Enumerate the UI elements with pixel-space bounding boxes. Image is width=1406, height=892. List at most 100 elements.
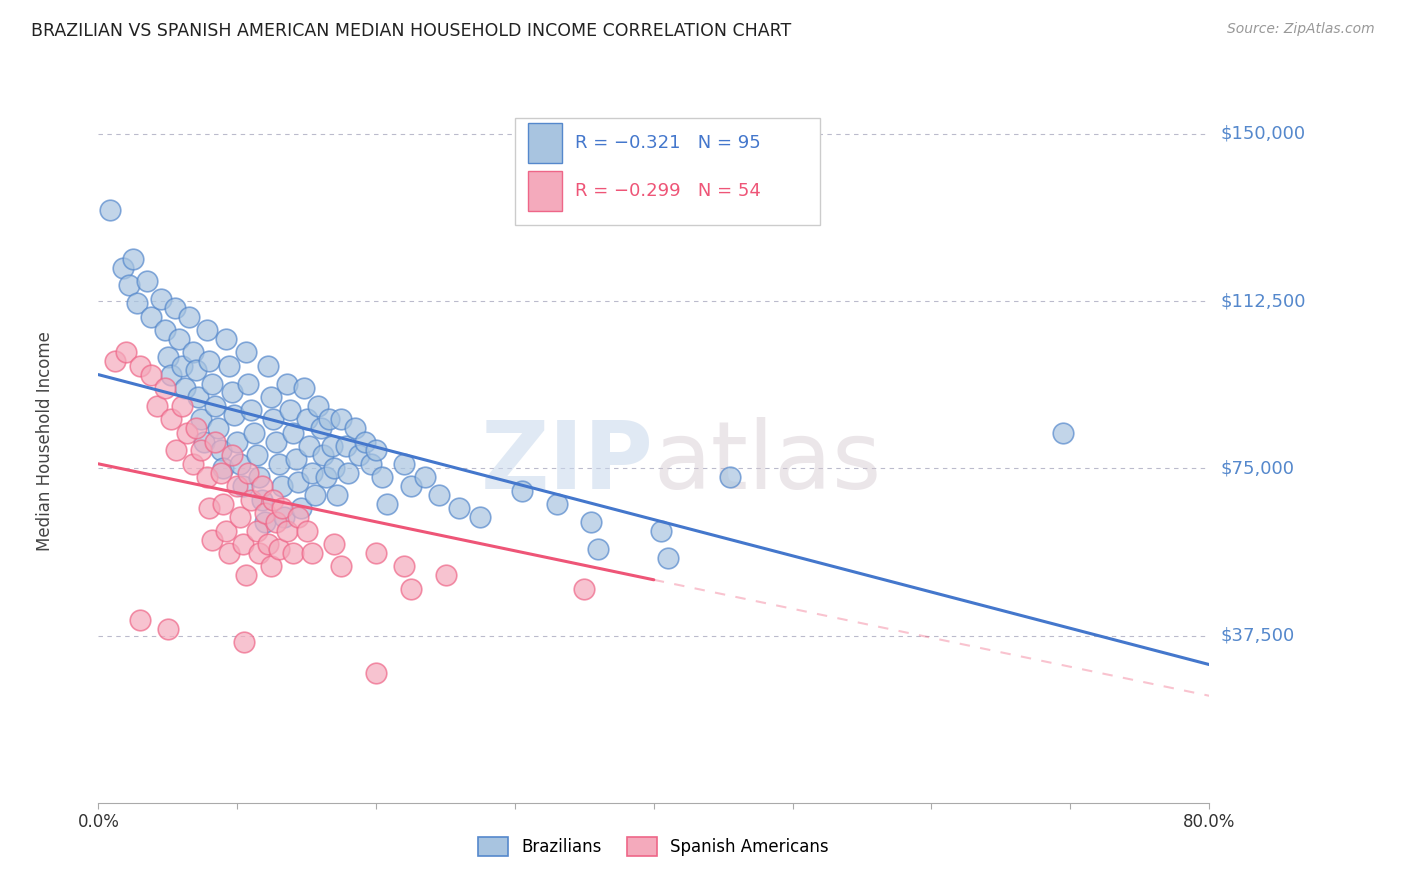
Point [281, 425, 304, 440]
Point [309, 421, 332, 435]
Point [229, 510, 252, 524]
Point [149, 292, 172, 306]
Point [232, 537, 254, 551]
Point [170, 399, 193, 413]
Point [195, 470, 218, 484]
Point [229, 457, 252, 471]
Point [276, 376, 298, 391]
Point [304, 488, 326, 502]
Point [226, 479, 249, 493]
Point [226, 434, 249, 449]
Text: atlas: atlas [654, 417, 882, 509]
Point [240, 403, 263, 417]
Text: $112,500: $112,500 [1220, 292, 1306, 310]
Point [190, 412, 212, 426]
Point [145, 399, 167, 413]
Point [195, 323, 218, 337]
Point [284, 452, 307, 467]
Point [238, 466, 260, 480]
Point [252, 492, 274, 507]
Point [281, 546, 304, 560]
Point [330, 559, 353, 574]
Point [259, 390, 281, 404]
Point [295, 524, 318, 538]
Point [204, 399, 226, 413]
Point [167, 332, 190, 346]
Point [470, 510, 492, 524]
Point [366, 666, 388, 681]
Point [323, 537, 346, 551]
Point [235, 568, 257, 582]
Point [1052, 425, 1074, 440]
Point [375, 497, 398, 511]
Point [360, 457, 382, 471]
Text: ZIP: ZIP [481, 417, 654, 509]
Point [215, 332, 238, 346]
Point [399, 479, 422, 493]
Point [399, 582, 422, 596]
Point [449, 501, 471, 516]
Point [252, 479, 274, 493]
Point [141, 310, 163, 324]
Point [366, 546, 388, 560]
Point [159, 368, 181, 382]
Point [318, 412, 340, 426]
Point [212, 461, 235, 475]
Point [156, 350, 179, 364]
Point [181, 345, 204, 359]
Point [221, 448, 243, 462]
Point [246, 524, 269, 538]
Point [215, 524, 238, 538]
Point [233, 635, 256, 649]
Point [204, 434, 226, 449]
Point [267, 457, 290, 471]
FancyBboxPatch shape [515, 118, 821, 225]
Point [581, 515, 603, 529]
Point [212, 497, 235, 511]
Point [122, 252, 145, 266]
Legend: Brazilians, Spanish Americans: Brazilians, Spanish Americans [472, 830, 835, 863]
Point [127, 296, 149, 310]
Point [153, 381, 176, 395]
Point [510, 483, 533, 498]
Point [118, 278, 141, 293]
Point [287, 475, 309, 489]
Point [253, 506, 276, 520]
Point [315, 470, 337, 484]
Point [392, 457, 415, 471]
Point [190, 443, 212, 458]
Point [181, 457, 204, 471]
Point [235, 345, 257, 359]
Point [129, 359, 152, 373]
Point [224, 408, 246, 422]
Point [209, 466, 232, 480]
Point [159, 412, 181, 426]
Point [176, 425, 198, 440]
Point [221, 385, 243, 400]
Point [184, 363, 207, 377]
Point [112, 260, 135, 275]
Point [427, 488, 450, 502]
Point [290, 501, 312, 516]
FancyBboxPatch shape [529, 171, 561, 211]
Point [349, 448, 371, 462]
Point [209, 443, 232, 458]
Point [273, 510, 295, 524]
Point [129, 613, 152, 627]
Point [413, 470, 436, 484]
Point [201, 376, 224, 391]
Point [243, 425, 266, 440]
Point [262, 492, 284, 507]
Point [301, 546, 323, 560]
Point [718, 470, 741, 484]
Point [141, 368, 163, 382]
Point [193, 434, 215, 449]
Point [546, 497, 568, 511]
Point [207, 421, 229, 435]
Point [588, 541, 610, 556]
Point [249, 470, 271, 484]
Point [259, 559, 281, 574]
Point [240, 492, 263, 507]
Point [184, 421, 207, 435]
Point [187, 390, 209, 404]
